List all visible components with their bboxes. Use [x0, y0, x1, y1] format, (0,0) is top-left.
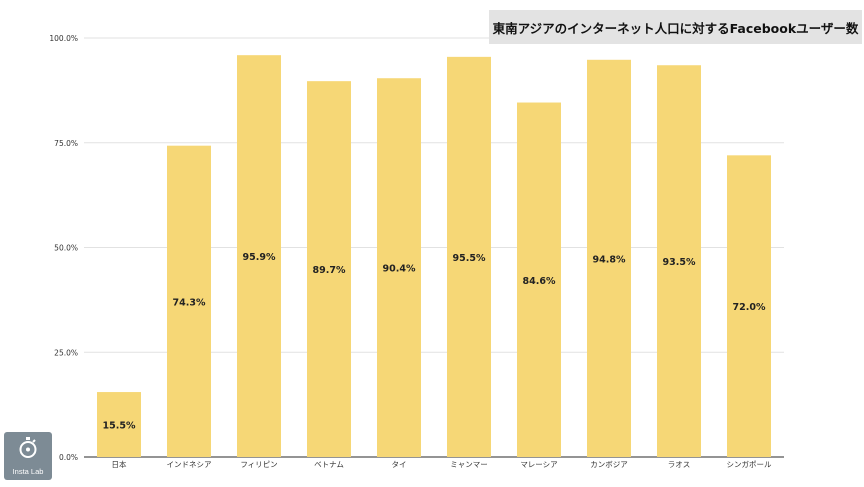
bar — [307, 81, 351, 458]
data-label: 95.5% — [453, 253, 486, 264]
x-tick-label: マレーシア — [520, 460, 557, 469]
bar — [377, 78, 421, 457]
y-tick-label: 100.0% — [49, 34, 78, 43]
x-tick-label: 日本 — [112, 459, 127, 469]
bar — [97, 392, 141, 457]
data-label: 15.5% — [103, 421, 136, 432]
data-label: 74.3% — [173, 297, 206, 308]
y-axis-ticks: 0.0% 25.0% 50.0% 75.0% 100.0% — [49, 34, 78, 462]
x-axis-ticks: 日本 インドネシア フィリピン ベトナム タイ ミャンマー マレーシア カンボジア ラオス シンガ… — [112, 459, 772, 469]
bars — [97, 55, 771, 458]
bar — [237, 55, 281, 457]
y-tick-label: 0.0% — [59, 453, 78, 462]
y-tick-label: 25.0% — [54, 348, 78, 357]
y-tick-label: 50.0% — [54, 244, 78, 253]
data-label: 95.9% — [243, 252, 276, 263]
x-tick-label: ラオス — [668, 460, 691, 469]
x-tick-label: インドネシア — [167, 460, 212, 469]
x-tick-label: シンガポール — [727, 459, 772, 469]
data-labels: 15.5% 74.3% 95.9% 89.7% 90.4% 95.5% 84.6% 94.8%… — [103, 252, 766, 431]
y-tick-label: 75.0% — [54, 139, 78, 148]
bar — [587, 59, 631, 458]
data-label: 89.7% — [313, 265, 346, 276]
data-label: 94.8% — [593, 254, 626, 265]
bar — [167, 145, 211, 458]
x-tick-label: ミャンマー — [450, 460, 488, 469]
bar — [447, 56, 491, 457]
data-label: 90.4% — [383, 264, 416, 275]
x-tick-label: カンボジア — [590, 460, 628, 469]
x-tick-label: タイ — [392, 460, 407, 469]
x-tick-label: フィリピン — [240, 460, 277, 469]
bar — [727, 155, 771, 457]
data-label: 93.5% — [663, 257, 696, 268]
logo-text: Insta Lab — [12, 467, 44, 476]
x-tick-label: ベトナム — [314, 460, 344, 469]
bar — [517, 102, 561, 457]
chart-title: 東南アジアのインターネット人口に対するFacebookユーザー数 — [489, 10, 862, 44]
stopwatch-icon — [19, 437, 37, 458]
data-label: 84.6% — [523, 276, 556, 287]
insta-lab-logo: Insta Lab — [4, 432, 52, 480]
data-label: 72.0% — [733, 302, 766, 313]
bar — [657, 65, 701, 458]
